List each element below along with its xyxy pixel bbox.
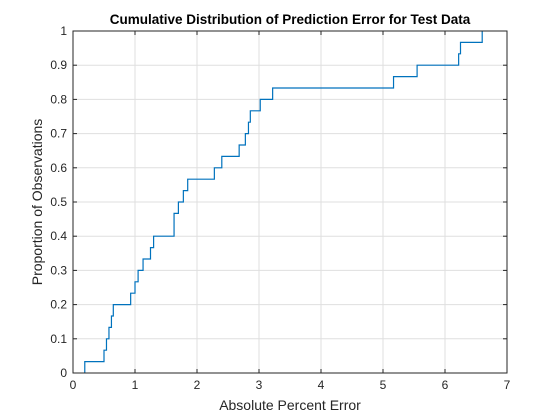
y-tick-label: 0.9 [50, 58, 67, 72]
cdf-series-line [84, 31, 483, 373]
x-tick-label: 0 [70, 378, 77, 392]
x-tick-label: 1 [132, 378, 139, 392]
y-tick-label: 0.2 [50, 298, 67, 312]
x-tick-label: 7 [504, 378, 511, 392]
y-tick-label: 0 [60, 366, 67, 380]
y-tick-label: 0.7 [50, 127, 67, 141]
y-tick-label: 0.4 [50, 229, 67, 243]
x-tick-label: 5 [380, 378, 387, 392]
y-tick-label: 0.6 [50, 161, 67, 175]
y-tick-label: 0.3 [50, 263, 67, 277]
x-tick-label: 4 [318, 378, 325, 392]
y-tick-label: 0.8 [50, 92, 67, 106]
x-tick-label: 2 [194, 378, 201, 392]
y-axis-label: Proportion of Observations [29, 119, 45, 286]
x-axis-label: Absolute Percent Error [219, 397, 361, 413]
x-tick-label: 3 [256, 378, 263, 392]
y-tick-label: 0.1 [50, 332, 67, 346]
y-tick-label: 0.5 [50, 195, 67, 209]
y-tick-label: 1 [60, 24, 67, 38]
x-tick-label: 6 [442, 378, 449, 392]
grid [73, 31, 507, 373]
chart-title: Cumulative Distribution of Prediction Er… [110, 12, 471, 27]
series-layer [84, 31, 483, 373]
ticks: 0 1 2 3 4 5 6 7 0 0.1 0.2 0.3 0.4 0.5 0.6 0.7 0.8 0.9 1 [50, 24, 510, 392]
